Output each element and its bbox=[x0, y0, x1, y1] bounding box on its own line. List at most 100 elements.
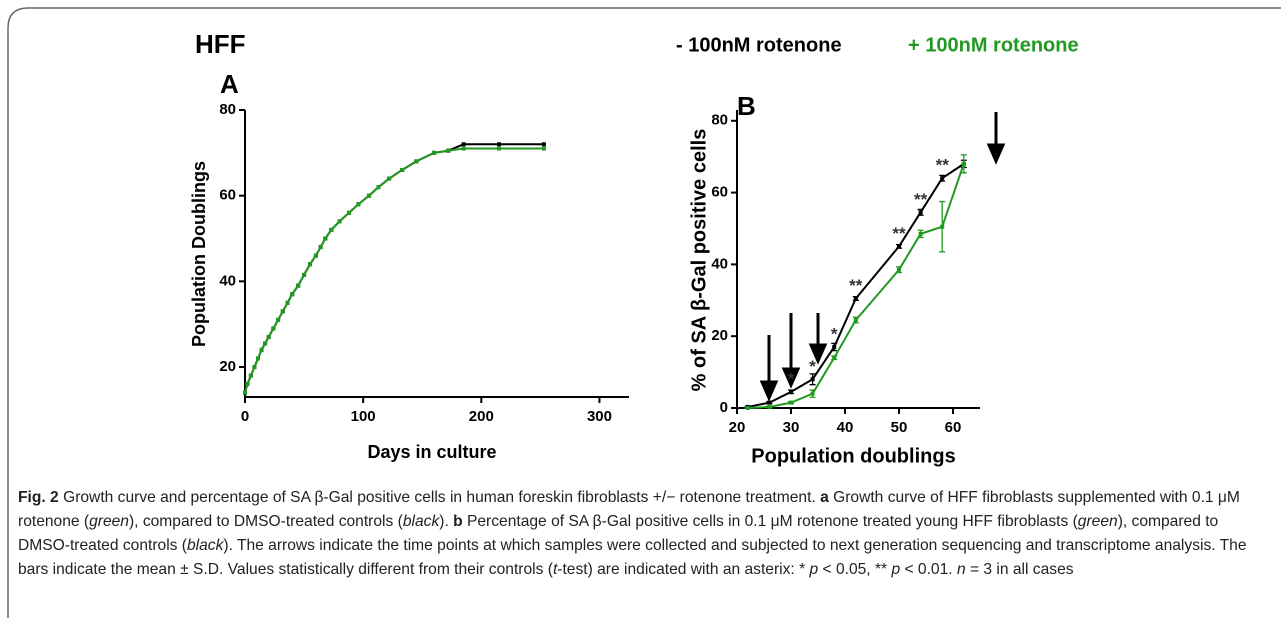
marker bbox=[832, 355, 837, 360]
caption-run: p bbox=[809, 561, 819, 578]
marker bbox=[307, 262, 312, 267]
marker bbox=[329, 227, 334, 232]
caption-run: Percentage of SA β-Gal positive cells in… bbox=[462, 513, 1078, 530]
marker bbox=[302, 272, 307, 277]
arrows bbox=[759, 112, 1006, 402]
marker bbox=[461, 142, 466, 147]
marker bbox=[387, 176, 392, 181]
y-tick-label: 20 bbox=[219, 358, 236, 375]
series-line bbox=[747, 163, 965, 408]
caption-run: b bbox=[453, 513, 463, 530]
panel-label: A bbox=[220, 69, 239, 99]
series-line bbox=[244, 147, 544, 393]
marker bbox=[918, 210, 923, 215]
y-axis-label: Population Doublings bbox=[189, 161, 209, 347]
y-tick-label: 0 bbox=[720, 399, 728, 416]
marker bbox=[367, 193, 372, 198]
marker bbox=[853, 318, 858, 323]
marker bbox=[810, 377, 815, 382]
marker bbox=[897, 244, 901, 249]
y-tick-label: 40 bbox=[219, 272, 236, 289]
marker bbox=[400, 167, 405, 172]
marker bbox=[346, 210, 351, 215]
marker bbox=[789, 400, 793, 405]
significance: ** bbox=[914, 190, 928, 209]
x-tick-label: 100 bbox=[351, 408, 376, 425]
caption-run: Growth curve and percentage of SA β-Gal … bbox=[58, 489, 821, 506]
marker bbox=[296, 283, 301, 288]
x-tick-label: 200 bbox=[469, 408, 494, 425]
x-tick-label: 60 bbox=[945, 419, 962, 436]
y-tick-label: 60 bbox=[219, 187, 236, 204]
marker bbox=[248, 373, 253, 378]
marker bbox=[961, 161, 966, 166]
marker bbox=[376, 185, 381, 190]
panel-label: B bbox=[737, 91, 756, 121]
marker bbox=[897, 267, 901, 272]
caption-run: ). bbox=[439, 513, 454, 530]
marker bbox=[318, 245, 323, 250]
marker bbox=[313, 253, 318, 258]
frame bbox=[7, 7, 1281, 618]
caption-run: green bbox=[1077, 513, 1118, 530]
x-tick-label: 20 bbox=[729, 419, 746, 436]
caption-run: = 3 in all cases bbox=[965, 561, 1074, 578]
y-tick-label: 40 bbox=[711, 255, 728, 272]
marker bbox=[541, 142, 546, 147]
caption: Fig. 2 Growth curve and percentage of SA… bbox=[18, 486, 1268, 582]
marker bbox=[276, 317, 281, 322]
x-axis-label: Days in culture bbox=[367, 442, 496, 462]
marker bbox=[940, 176, 945, 181]
x-tick-label: 300 bbox=[587, 408, 612, 425]
caption-run: green bbox=[89, 513, 129, 530]
y-tick-label: 20 bbox=[711, 327, 728, 344]
legend-entry: - 100nM rotenone bbox=[676, 34, 842, 56]
caption-run: Growth curve of HFF fibroblasts suppleme… bbox=[18, 489, 1240, 530]
marker bbox=[259, 347, 264, 352]
x-tick-label: 30 bbox=[783, 419, 800, 436]
marker bbox=[432, 150, 437, 155]
caption-run: t bbox=[552, 561, 558, 578]
caption-run: ), compared to DMSO-treated controls ( bbox=[128, 513, 403, 530]
x-tick-label: 50 bbox=[891, 419, 908, 436]
marker bbox=[497, 142, 502, 147]
caption-run: n bbox=[956, 561, 966, 578]
marker bbox=[767, 400, 772, 405]
caption-run: ). The arrows indicate the time points a… bbox=[18, 537, 1247, 578]
marker bbox=[290, 292, 295, 297]
marker bbox=[266, 335, 271, 340]
y-axis-label: % of SA β-Gal positive cells bbox=[688, 129, 710, 392]
significance: * bbox=[831, 324, 838, 343]
marker bbox=[323, 236, 328, 241]
series-line bbox=[244, 143, 544, 393]
x-axis-label: Population doublings bbox=[751, 445, 955, 467]
marker bbox=[356, 202, 361, 207]
marker bbox=[446, 148, 451, 153]
significance: * bbox=[809, 357, 816, 376]
marker bbox=[461, 146, 466, 151]
y-tick-label: 80 bbox=[711, 112, 728, 129]
marker bbox=[810, 391, 815, 396]
legend-entry: + 100nM rotenone bbox=[908, 34, 1079, 56]
caption-run: < 0.05, ** bbox=[818, 561, 892, 578]
significance: * bbox=[788, 369, 795, 388]
caption-run: Fig. 2 bbox=[18, 489, 59, 506]
significance: ** bbox=[936, 156, 950, 175]
marker bbox=[918, 231, 923, 236]
marker bbox=[497, 146, 502, 151]
significance: ** bbox=[892, 224, 906, 243]
figure-label: HFF bbox=[195, 29, 246, 59]
marker bbox=[243, 390, 247, 395]
caption-run: black bbox=[402, 513, 440, 530]
x-tick-label: 40 bbox=[837, 419, 854, 436]
caption-run: ), compared to DMSO-treated controls ( bbox=[18, 513, 1219, 554]
caption-run: < 0.01. bbox=[900, 561, 957, 578]
caption-run: black bbox=[186, 537, 224, 554]
significance: ** bbox=[849, 276, 863, 295]
marker bbox=[337, 219, 342, 224]
marker bbox=[940, 224, 945, 229]
marker bbox=[252, 365, 257, 370]
marker bbox=[541, 146, 546, 151]
